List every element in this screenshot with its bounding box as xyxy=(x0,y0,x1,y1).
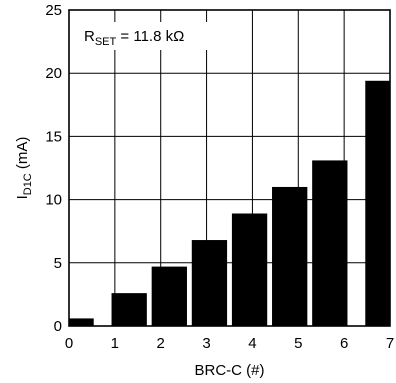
bar-7 xyxy=(365,80,390,326)
bar-4 xyxy=(231,213,268,326)
y-tick-labels: 0 5 10 15 20 25 xyxy=(45,2,62,335)
rset-annotation: RSET = 11.8 kΩ xyxy=(84,28,184,48)
y-axis-title-main: I xyxy=(14,195,31,199)
y-axis-title-unit: (mA) xyxy=(14,137,31,174)
annotation-main: R xyxy=(84,28,95,45)
y-tick-label-0: 0 xyxy=(54,318,62,335)
x-axis-title: BRC-C (#) xyxy=(195,362,265,379)
bar-1 xyxy=(111,293,147,326)
bars xyxy=(69,80,390,326)
bar-2 xyxy=(151,266,187,326)
x-tick-label-7: 7 xyxy=(386,335,394,352)
y-tick-label-20: 20 xyxy=(45,65,62,82)
y-tick-label-10: 10 xyxy=(45,192,62,209)
x-tick-label-4: 4 xyxy=(248,335,256,352)
y-axis-title-subscript: D1C xyxy=(22,173,34,195)
y-tick-label-15: 15 xyxy=(45,128,62,145)
y-tick-label-5: 5 xyxy=(54,255,62,272)
x-tick-label-2: 2 xyxy=(157,335,165,352)
x-tick-label-5: 5 xyxy=(294,335,302,352)
x-tick-label-0: 0 xyxy=(65,335,73,352)
y-tick-label-25: 25 xyxy=(45,2,62,19)
bar-5 xyxy=(272,186,308,326)
x-tick-labels: 0 1 2 3 4 5 6 7 xyxy=(65,335,394,352)
x-tick-label-1: 1 xyxy=(111,335,119,352)
y-axis-title: ID1C (mA) xyxy=(14,137,34,200)
bar-6 xyxy=(312,160,348,326)
bar-0 xyxy=(69,318,94,326)
x-tick-label-3: 3 xyxy=(202,335,210,352)
annotation-subscript: SET xyxy=(95,36,117,48)
plot-frame xyxy=(68,9,391,327)
x-tick-label-6: 6 xyxy=(340,335,348,352)
annotation-value: = 11.8 kΩ xyxy=(116,28,184,45)
annotation-background xyxy=(78,22,224,50)
bar-3 xyxy=(191,240,228,326)
